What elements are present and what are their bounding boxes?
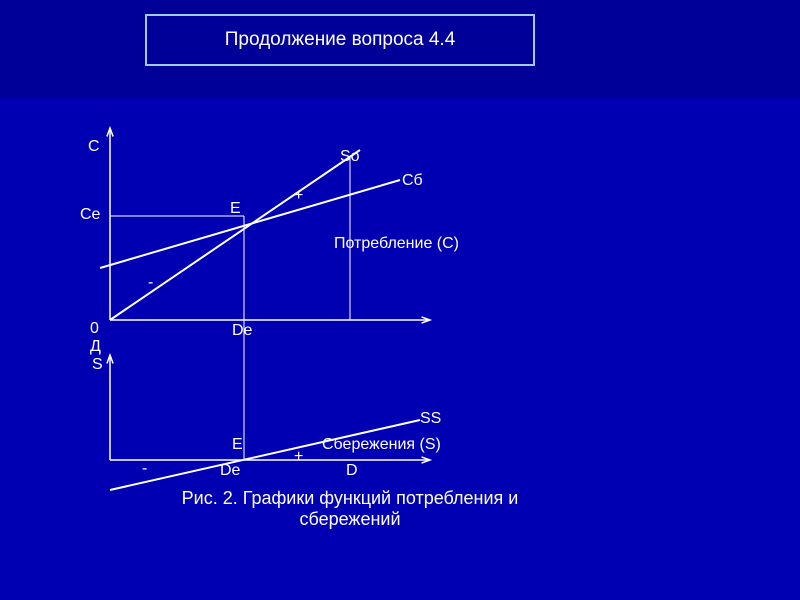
label-De-top: Dе bbox=[232, 322, 252, 340]
label-savings: Сбережения (S) bbox=[322, 436, 441, 454]
label-De-bottom: De bbox=[220, 462, 240, 480]
label-C: С bbox=[88, 138, 100, 156]
figure-caption: Рис. 2. Графики функций потребления и сб… bbox=[120, 488, 580, 530]
label-Sb: Сб bbox=[402, 172, 423, 190]
label-E-top: E bbox=[230, 200, 241, 218]
slide-stage: Продолжение вопроса 4.4 С Се E Sо Сб Пот… bbox=[0, 0, 800, 600]
label-E-bottom: E bbox=[232, 436, 243, 454]
label-D-bottom: D bbox=[346, 462, 358, 480]
caption-line2: сбережений bbox=[299, 509, 400, 529]
label-D-axis: Д bbox=[90, 338, 101, 356]
label-SS: SS bbox=[420, 410, 441, 428]
label-minus-bottom: - bbox=[142, 460, 147, 478]
label-consumption: Потребление (С) bbox=[334, 235, 459, 253]
caption-line1: Рис. 2. Графики функций потребления и bbox=[182, 488, 519, 508]
label-S0: Sо bbox=[340, 148, 360, 166]
label-Ce: Се bbox=[80, 206, 100, 224]
label-minus-top: - bbox=[148, 274, 153, 292]
label-plus-bottom: + bbox=[294, 448, 303, 466]
label-zero: 0 bbox=[90, 320, 99, 338]
label-S: S bbox=[92, 356, 103, 374]
label-plus-top: + bbox=[294, 187, 303, 205]
